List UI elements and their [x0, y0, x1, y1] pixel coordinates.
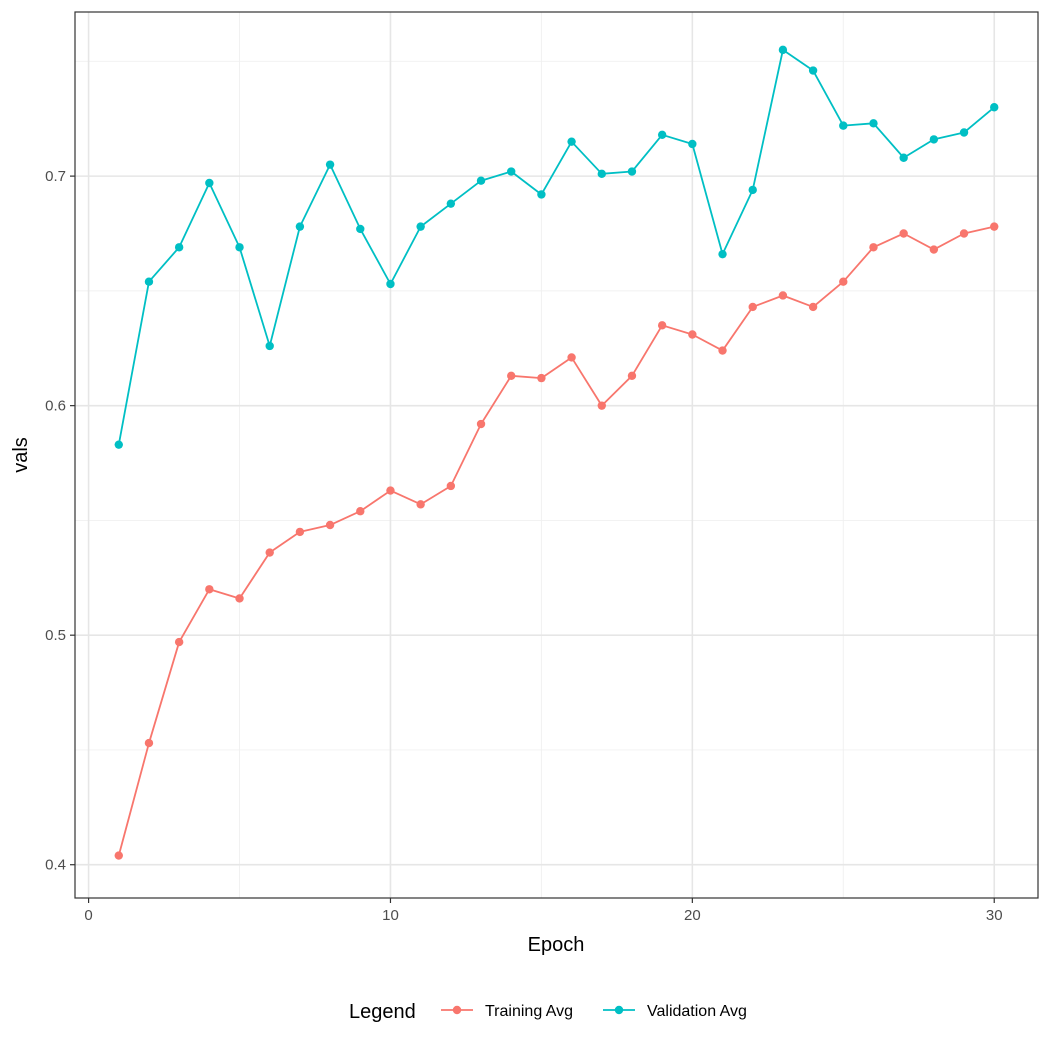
series-line-validation-avg — [117, 48, 995, 445]
x-axis-title: Epoch — [528, 934, 585, 956]
grid-minor — [75, 12, 1038, 898]
data-point-training-avg — [507, 371, 516, 381]
x-tick-label: 10 — [382, 907, 399, 924]
data-point-validation-avg — [356, 224, 365, 234]
data-point-validation-avg — [959, 128, 969, 137]
data-point-training-avg — [114, 851, 123, 860]
data-point-training-avg — [929, 245, 939, 254]
data-point-validation-avg — [899, 153, 908, 162]
data-point-training-avg — [537, 373, 546, 383]
data-point-validation-avg — [295, 222, 305, 231]
data-point-validation-avg — [869, 119, 878, 128]
x-tick-label: 0 — [84, 907, 92, 924]
data-point-validation-avg — [929, 135, 939, 144]
data-point-training-avg — [688, 330, 697, 339]
data-point-training-avg — [597, 401, 606, 410]
data-point-training-avg — [899, 229, 908, 238]
data-point-training-avg — [959, 229, 969, 238]
data-point-validation-avg — [567, 137, 576, 146]
legend-key-point-validation — [614, 1005, 624, 1015]
series-layer — [114, 45, 999, 860]
x-tick-label: 30 — [986, 907, 1003, 924]
x-axis: 0 10 20 30 — [84, 898, 1003, 924]
data-point-validation-avg — [657, 130, 667, 140]
data-point-training-avg — [718, 346, 727, 355]
x-tick-label: 20 — [684, 907, 701, 924]
data-point-validation-avg — [386, 279, 395, 289]
data-point-training-avg — [416, 500, 425, 509]
data-point-training-avg — [808, 302, 818, 312]
series-line-training-avg — [117, 225, 995, 856]
legend-item-training: Training Avg — [441, 1003, 573, 1020]
grid-major — [75, 12, 1038, 898]
data-point-training-avg — [144, 738, 154, 748]
legend-title: Legend — [349, 1001, 416, 1023]
data-point-validation-avg — [205, 178, 214, 188]
data-point-validation-avg — [688, 139, 697, 149]
data-point-training-avg — [265, 548, 274, 557]
data-point-validation-avg — [597, 169, 606, 179]
data-point-training-avg — [205, 585, 214, 594]
data-point-training-avg — [295, 527, 305, 537]
data-point-validation-avg — [748, 185, 757, 195]
data-point-validation-avg — [114, 440, 123, 449]
data-point-training-avg — [386, 486, 395, 495]
data-point-validation-avg — [718, 249, 727, 259]
y-tick-label: 0.5 — [45, 627, 66, 644]
data-point-validation-avg — [144, 277, 154, 286]
y-axis-title: vals — [10, 437, 32, 473]
data-point-validation-avg — [839, 121, 848, 130]
data-point-training-avg — [869, 243, 878, 252]
legend-key-point-training — [452, 1005, 462, 1015]
y-tick-label: 0.7 — [45, 168, 66, 185]
legend-label-training: Training Avg — [485, 1003, 573, 1020]
data-point-training-avg — [567, 353, 576, 362]
data-point-validation-avg — [476, 176, 486, 185]
y-tick-label: 0.6 — [45, 398, 66, 415]
data-point-validation-avg — [325, 160, 335, 169]
data-point-training-avg — [627, 371, 637, 381]
data-point-training-avg — [325, 520, 335, 530]
legend-item-validation: Validation Avg — [603, 1003, 747, 1020]
data-point-training-avg — [356, 507, 365, 516]
data-point-validation-avg — [265, 341, 274, 351]
legend: Legend Training Avg Validation Avg — [349, 1001, 747, 1023]
data-point-validation-avg — [778, 45, 788, 55]
data-point-validation-avg — [537, 190, 546, 199]
data-point-validation-avg — [990, 103, 999, 112]
data-point-training-avg — [657, 321, 667, 330]
data-point-validation-avg — [507, 167, 516, 176]
data-point-validation-avg — [235, 243, 244, 252]
data-point-training-avg — [778, 291, 788, 300]
data-point-training-avg — [990, 222, 999, 231]
data-point-validation-avg — [174, 243, 184, 252]
data-point-training-avg — [476, 419, 486, 429]
data-point-validation-avg — [808, 66, 818, 75]
legend-label-validation: Validation Avg — [647, 1003, 747, 1020]
data-point-training-avg — [174, 637, 184, 647]
data-point-training-avg — [839, 277, 848, 286]
y-axis: 0.4 0.5 0.6 0.7 — [45, 168, 75, 874]
data-point-validation-avg — [416, 222, 425, 231]
data-point-validation-avg — [627, 167, 637, 176]
plot-border — [74, 11, 1039, 899]
data-point-training-avg — [235, 594, 244, 603]
y-tick-label: 0.4 — [45, 857, 66, 874]
data-point-training-avg — [446, 481, 456, 491]
data-point-validation-avg — [446, 199, 456, 208]
data-point-training-avg — [748, 302, 757, 312]
